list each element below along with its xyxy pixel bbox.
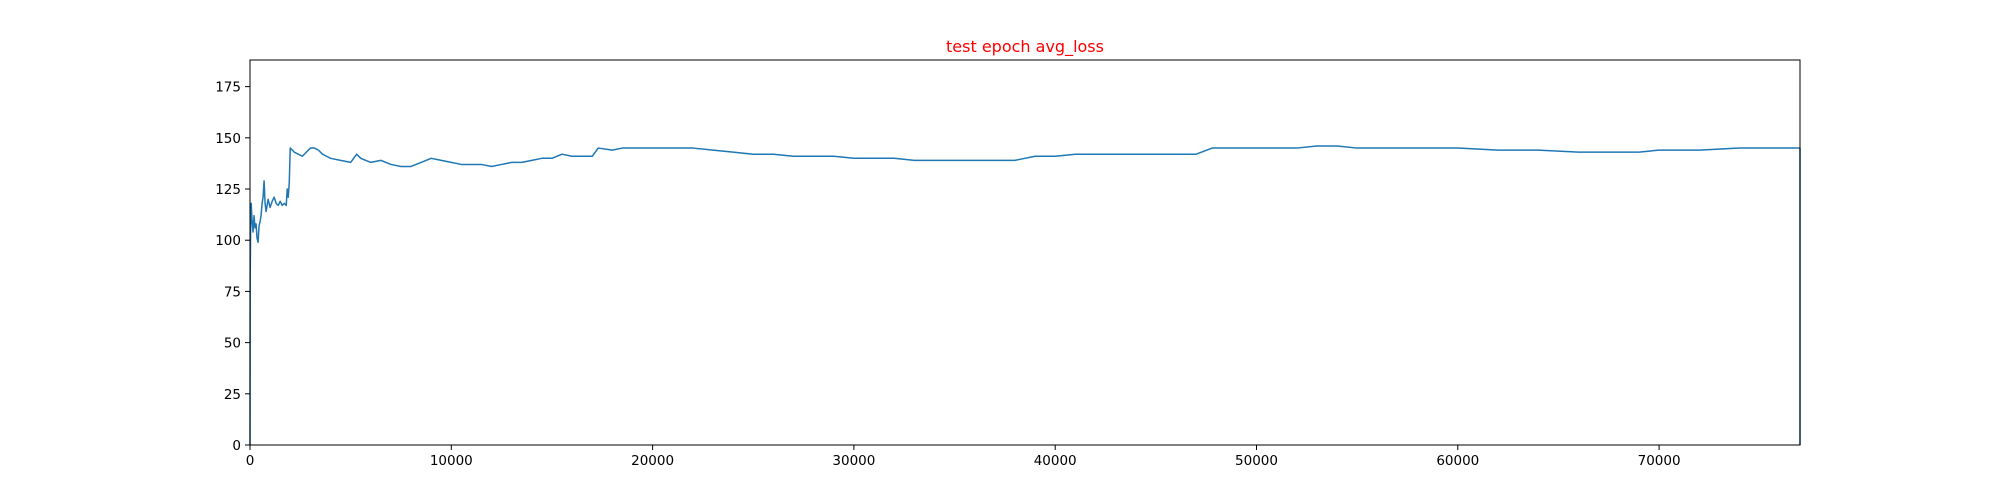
y-tick-label: 125 [215, 182, 241, 198]
y-tick-label: 100 [215, 233, 241, 249]
y-tick-label: 25 [224, 387, 241, 403]
y-tick-label: 150 [215, 131, 241, 147]
y-tick-label: 50 [224, 336, 241, 352]
x-tick-label: 0 [246, 453, 255, 469]
x-tick-label: 40000 [1034, 453, 1077, 469]
x-tick-label: 70000 [1638, 453, 1681, 469]
y-tick-label: 175 [215, 80, 241, 96]
x-tick-label: 50000 [1235, 453, 1278, 469]
x-tick-label: 30000 [832, 453, 875, 469]
x-tick-label: 20000 [631, 453, 674, 469]
plot-frame [249, 59, 1801, 446]
chart-title: test epoch avg_loss [946, 37, 1104, 57]
y-axis: 0 25 50 75 100 125 150 175 [215, 80, 250, 454]
series-layer [249, 145, 1801, 446]
x-tick-label: 60000 [1436, 453, 1479, 469]
x-tick-label: 10000 [430, 453, 473, 469]
series-line [249, 145, 1801, 446]
x-axis: 0 10000 20000 30000 40000 50000 60000 70000 [246, 445, 1681, 469]
y-tick-label: 75 [224, 284, 241, 300]
y-tick-label: 0 [232, 438, 241, 454]
